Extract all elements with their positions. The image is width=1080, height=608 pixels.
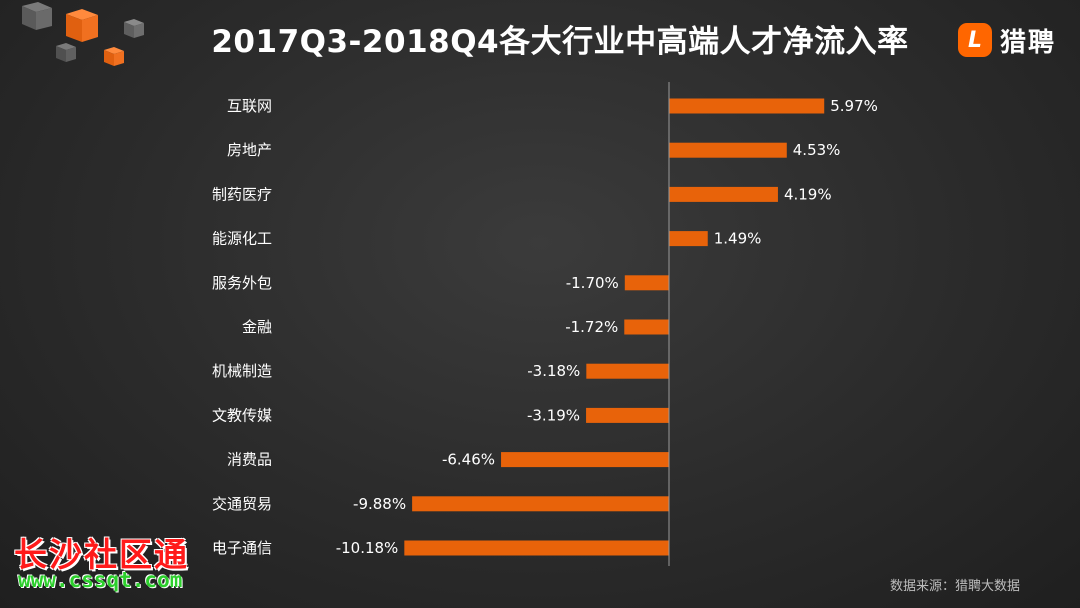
category-label: 机械制造 (212, 362, 272, 380)
category-label: 房地产 (227, 141, 272, 159)
data-label: -6.46% (442, 451, 495, 469)
bar (669, 98, 825, 114)
data-label: 1.49% (714, 230, 762, 248)
brand-name: 猎聘 (1000, 27, 1057, 58)
bar (586, 363, 669, 379)
watermark-url: www.cssqt.com (18, 568, 183, 592)
category-label: 服务外包 (212, 274, 272, 292)
bar (669, 186, 778, 202)
category-label: 能源化工 (212, 230, 272, 248)
data-label: 4.19% (784, 185, 832, 203)
bar (586, 407, 669, 423)
bar (412, 496, 669, 512)
data-label: -9.88% (353, 495, 406, 513)
bar (624, 275, 669, 291)
bar (404, 540, 669, 556)
watermark-text: 长沙社区通 (14, 535, 189, 574)
data-label: -10.18% (336, 539, 399, 557)
category-label: 互联网 (227, 97, 272, 115)
bar (669, 231, 708, 247)
category-label: 交通贸易 (212, 495, 272, 513)
category-label: 消费品 (227, 451, 272, 469)
data-label: 4.53% (793, 141, 841, 159)
bar (501, 452, 669, 468)
decorative-cubes (22, 2, 144, 66)
brand-logo: L 猎聘 (958, 20, 1056, 60)
category-label: 文教传媒 (212, 406, 272, 424)
data-label: -1.72% (565, 318, 618, 336)
liepin-logo-icon: L (958, 23, 992, 57)
site-watermark: 长沙社区通 www.cssqt.com (10, 528, 225, 598)
bar-series: 互联网 5.97% 房地产 4.53% 制药医疗 4.19% 能源化工 1.49% 服务外包 -1… (212, 97, 878, 557)
data-label: -3.18% (527, 362, 580, 380)
data-label: 5.97% (830, 97, 878, 115)
data-label: -1.70% (566, 274, 619, 292)
data-label: -3.19% (527, 406, 580, 424)
chart-title: 2017Q3-2018Q4各大行业中高端人才净流入率 (211, 24, 909, 60)
category-label: 金融 (242, 318, 272, 336)
bar (669, 142, 787, 158)
bar (624, 319, 669, 335)
category-label: 制药医疗 (212, 185, 272, 203)
category-label: 电子通信 (212, 539, 272, 557)
data-source-note: 数据来源：猎聘大数据 (889, 579, 1020, 594)
